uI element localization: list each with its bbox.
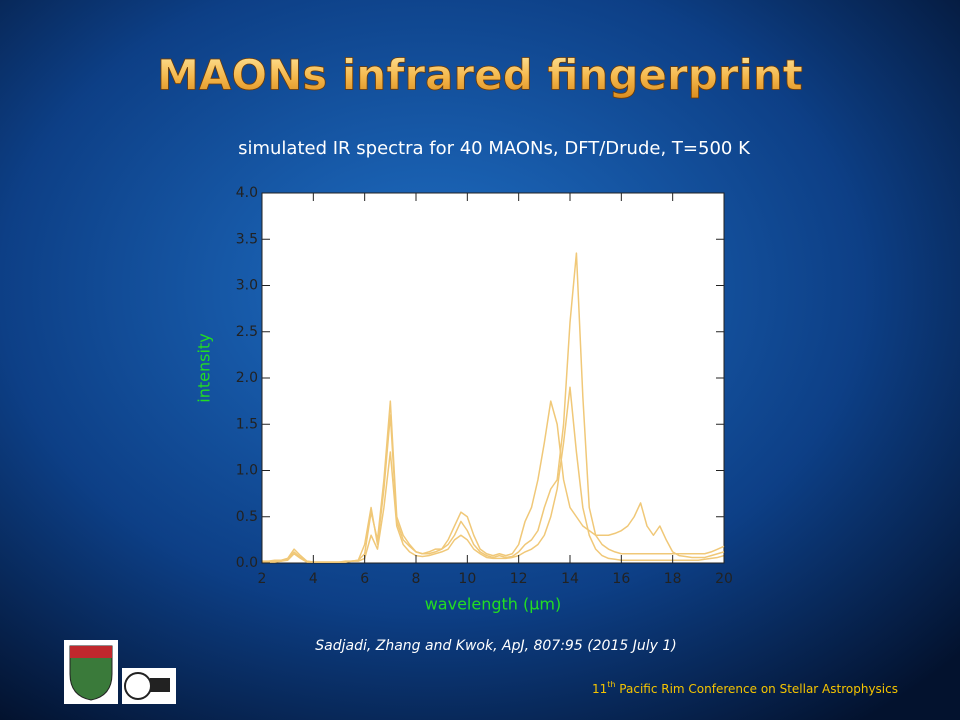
logo-mark (150, 678, 170, 692)
x-tick-label: 4 (309, 571, 318, 587)
x-tick-label: 16 (612, 571, 630, 587)
y-tick-label: 0.5 (236, 509, 258, 525)
x-axis-label: wavelength (µm) (425, 595, 562, 614)
y-tick-label: 0.0 (236, 555, 258, 571)
x-tick-label: 12 (510, 571, 528, 587)
x-tick-label: 6 (360, 571, 369, 587)
y-tick-label: 2.0 (236, 370, 258, 386)
footer-superscript: th (607, 680, 615, 689)
university-logo (64, 640, 118, 704)
footer-number: 11 (592, 682, 607, 696)
logo-band (70, 646, 112, 658)
x-tick-label: 18 (664, 571, 682, 587)
chart-title: simulated IR spectra for 40 MAONs, DFT/D… (238, 138, 751, 159)
y-tick-label: 3.5 (236, 231, 258, 247)
slide-title: MAONs infrared fingerprint (157, 51, 803, 100)
spectrum-line (262, 386, 725, 563)
y-tick-label: 1.0 (236, 463, 258, 479)
lab-logo (122, 668, 176, 704)
citation: Sadjadi, Zhang and Kwok, ApJ, 807:95 (20… (315, 638, 676, 654)
x-tick-label: 14 (561, 571, 579, 587)
y-tick-label: 3.0 (236, 278, 258, 294)
y-tick-label: 4.0 (236, 185, 258, 201)
logo-shield (69, 645, 113, 701)
y-tick-label: 2.5 (236, 324, 258, 340)
x-tick-label: 10 (458, 571, 476, 587)
footer-text: Pacific Rim Conference on Stellar Astrop… (615, 682, 898, 696)
plot-area (261, 192, 725, 564)
plot: 2 4 6 8 10 12 14 16 18 20 0.0 0.5 1.0 1.5 2.0 2.5 3.0 3.5… (236, 185, 733, 587)
y-axis-label: intensity (195, 333, 214, 402)
x-tick-label: 8 (412, 571, 421, 587)
footer: 11th Pacific Rim Conference on Stellar A… (592, 680, 898, 696)
x-tick-label: 2 (258, 571, 267, 587)
y-tick-label: 1.5 (236, 416, 258, 432)
x-tick-label: 20 (715, 571, 733, 587)
